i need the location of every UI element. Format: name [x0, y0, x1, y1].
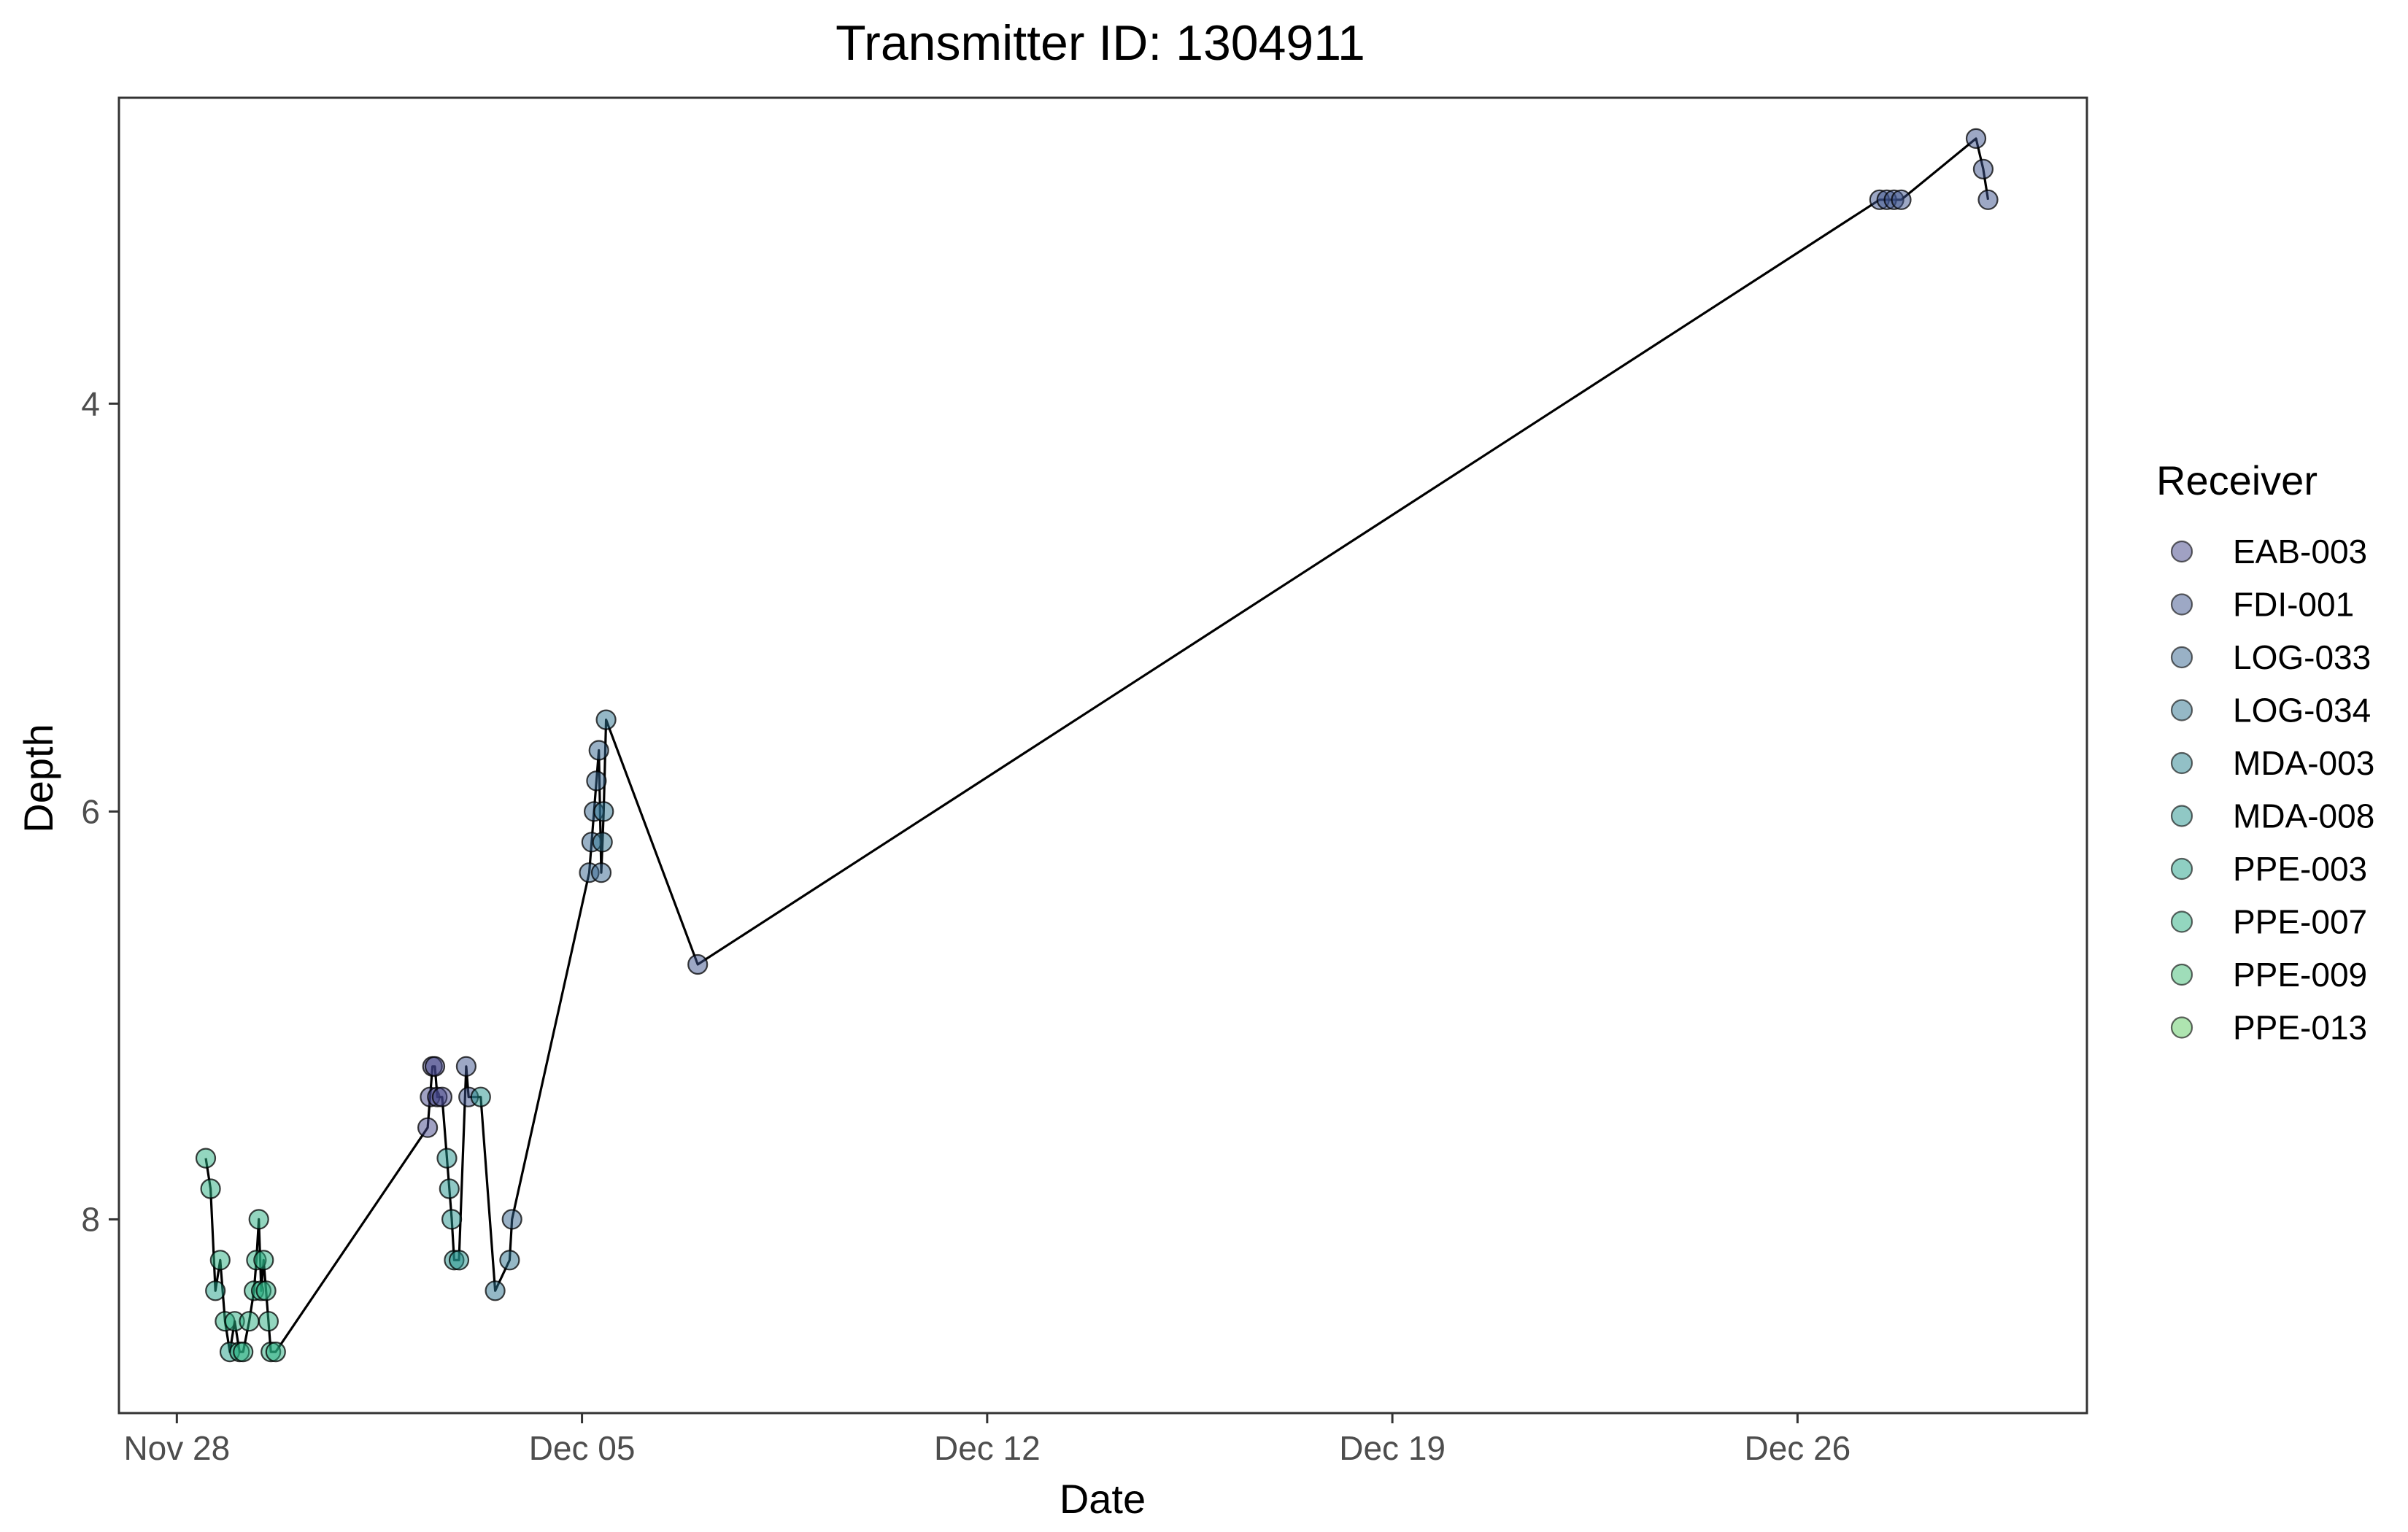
legend-key [2172, 700, 2192, 721]
data-point [597, 711, 616, 730]
data-point [503, 1210, 522, 1229]
legend-label: PPE-003 [2233, 850, 2367, 888]
y-axis: 4 6 8 [81, 384, 119, 1238]
legend-key [2172, 647, 2192, 668]
plot-panel [119, 98, 2087, 1413]
legend-label: EAB-003 [2233, 533, 2367, 570]
x-tick-label: Nov 28 [123, 1429, 230, 1467]
data-point [471, 1088, 490, 1107]
y-tick-label: 8 [81, 1200, 100, 1238]
legend-key [2172, 912, 2192, 932]
legend-key [2172, 964, 2192, 985]
data-point [254, 1250, 273, 1269]
legend-label: MDA-003 [2233, 744, 2374, 782]
data-point [196, 1149, 215, 1168]
chart-title: Transmitter ID: 1304911 [836, 15, 1365, 71]
legend-key [2172, 753, 2192, 773]
data-point [418, 1118, 437, 1137]
data-point [257, 1281, 276, 1300]
legend-key [2172, 859, 2192, 879]
data-point [449, 1250, 468, 1269]
data-point [211, 1250, 230, 1269]
data-point [259, 1312, 278, 1331]
legend-key [2172, 541, 2192, 562]
data-point [234, 1342, 252, 1361]
x-tick-label: Dec 26 [1745, 1429, 1851, 1467]
data-point [1892, 190, 1911, 209]
legend-label: PPE-009 [2233, 956, 2367, 994]
data-point [240, 1312, 259, 1331]
x-axis-title: Date [1060, 1476, 1146, 1522]
legend-label: LOG-033 [2233, 638, 2371, 676]
legend: EAB-003 FDI-001 LOG-033 LOG-034 MDA-003 MDA-0… [2172, 533, 2374, 1047]
data-point [206, 1281, 225, 1300]
data-point [250, 1210, 269, 1229]
legend-key [2172, 806, 2192, 827]
legend-title: Receiver [2156, 457, 2318, 503]
data-point [457, 1057, 476, 1076]
data-point [438, 1149, 457, 1168]
legend-label: PPE-013 [2233, 1009, 2367, 1047]
data-point [500, 1250, 519, 1269]
data-point [433, 1088, 452, 1107]
y-axis-title: Depth [15, 724, 61, 832]
data-point [1979, 190, 1998, 209]
x-tick-label: Dec 05 [529, 1429, 636, 1467]
x-tick-label: Dec 19 [1339, 1429, 1446, 1467]
data-point [590, 741, 609, 760]
data-point [688, 955, 707, 974]
data-point [440, 1180, 459, 1199]
legend-label: MDA-008 [2233, 797, 2374, 835]
legend-label: FDI-001 [2233, 586, 2354, 624]
data-point [1974, 160, 1993, 179]
data-point [1967, 129, 1986, 148]
data-point [594, 802, 613, 821]
data-point [593, 832, 612, 851]
data-point [201, 1180, 220, 1199]
data-point [425, 1057, 444, 1076]
legend-label: LOG-034 [2233, 692, 2371, 730]
x-tick-label: Dec 12 [934, 1429, 1041, 1467]
y-tick-label: 4 [81, 384, 100, 422]
y-tick-label: 6 [81, 792, 100, 830]
legend-key [2172, 1018, 2192, 1038]
legend-key [2172, 595, 2192, 615]
x-axis: Nov 28 Dec 05 Dec 12 Dec 19 Dec 26 [123, 1413, 1851, 1467]
data-point [592, 863, 611, 882]
legend-label: PPE-007 [2233, 903, 2367, 941]
data-point [486, 1281, 505, 1300]
data-point [587, 771, 606, 790]
data-point [442, 1210, 461, 1229]
data-point [266, 1342, 285, 1361]
